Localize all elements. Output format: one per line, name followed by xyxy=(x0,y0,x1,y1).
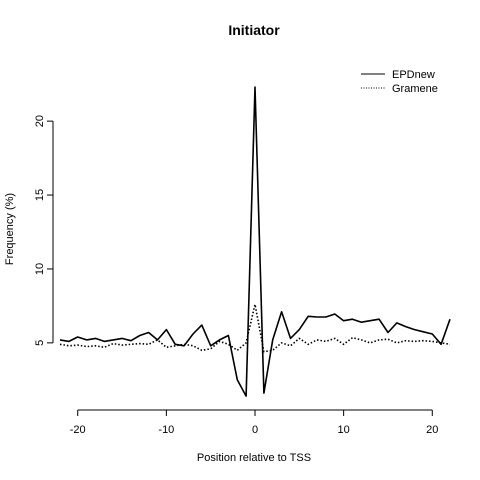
y-tick-label: 20 xyxy=(34,115,46,127)
chart-title: Initiator xyxy=(228,22,280,38)
x-tick-label: -20 xyxy=(70,424,86,436)
series-line-gramene xyxy=(59,303,451,353)
x-axis-label: Position relative to TSS xyxy=(197,452,311,464)
x-tick-label: 0 xyxy=(252,424,258,436)
series-line-epdnew xyxy=(59,86,451,397)
x-tick-label: 20 xyxy=(426,424,438,436)
legend-entry-label: EPDnew xyxy=(392,69,435,81)
x-tick-label: 10 xyxy=(338,424,350,436)
y-tick-label: 5 xyxy=(34,340,46,346)
y-axis-label: Frequency (%) xyxy=(4,193,16,265)
plot-area xyxy=(59,86,451,397)
axes: -20 -10 0 10 20 5 10 15 20 xyxy=(34,115,438,436)
x-tick-label: -10 xyxy=(158,424,174,436)
legend-entry-label: Gramene xyxy=(392,83,438,95)
legend: EPDnew Gramene xyxy=(361,69,438,95)
y-tick-label: 15 xyxy=(34,189,46,201)
y-tick-label: 10 xyxy=(34,263,46,275)
